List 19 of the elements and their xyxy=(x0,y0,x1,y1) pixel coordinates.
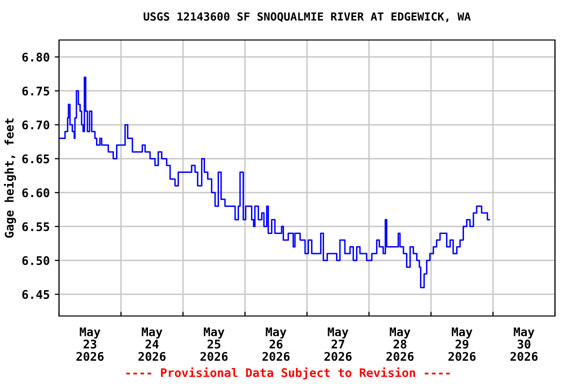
x-tick-label: May 24 2026 xyxy=(138,327,166,361)
y-tick-label: 6.65 xyxy=(22,154,50,164)
y-tick-label: 6.75 xyxy=(22,86,50,96)
y-tick-label: 6.50 xyxy=(22,256,50,266)
y-tick-label: 6.60 xyxy=(22,188,50,198)
x-tick-label: May 29 2026 xyxy=(448,327,476,361)
y-tick-label: 6.70 xyxy=(22,120,50,130)
chart-title: USGS 12143600 SF SNOQUALMIE RIVER AT EDGEWICK, WA xyxy=(144,12,471,22)
y-tick-label: 6.55 xyxy=(22,222,50,232)
y-axis-title: Gage height, feet xyxy=(4,118,16,238)
x-tick-label: May 26 2026 xyxy=(262,327,290,361)
x-tick-label: May 25 2026 xyxy=(200,327,228,361)
text: ---- Provisional Data Subject to Revision ---- xyxy=(126,367,450,380)
x-tick-label: May 28 2026 xyxy=(386,327,414,361)
x-tick-label: May 23 2026 xyxy=(76,327,104,361)
x-tick-label: May 27 2026 xyxy=(324,327,352,361)
y-tick-label: 6.80 xyxy=(22,52,50,62)
x-tick-label: May 30 2026 xyxy=(510,327,538,361)
y-tick-label: 6.45 xyxy=(22,290,50,299)
